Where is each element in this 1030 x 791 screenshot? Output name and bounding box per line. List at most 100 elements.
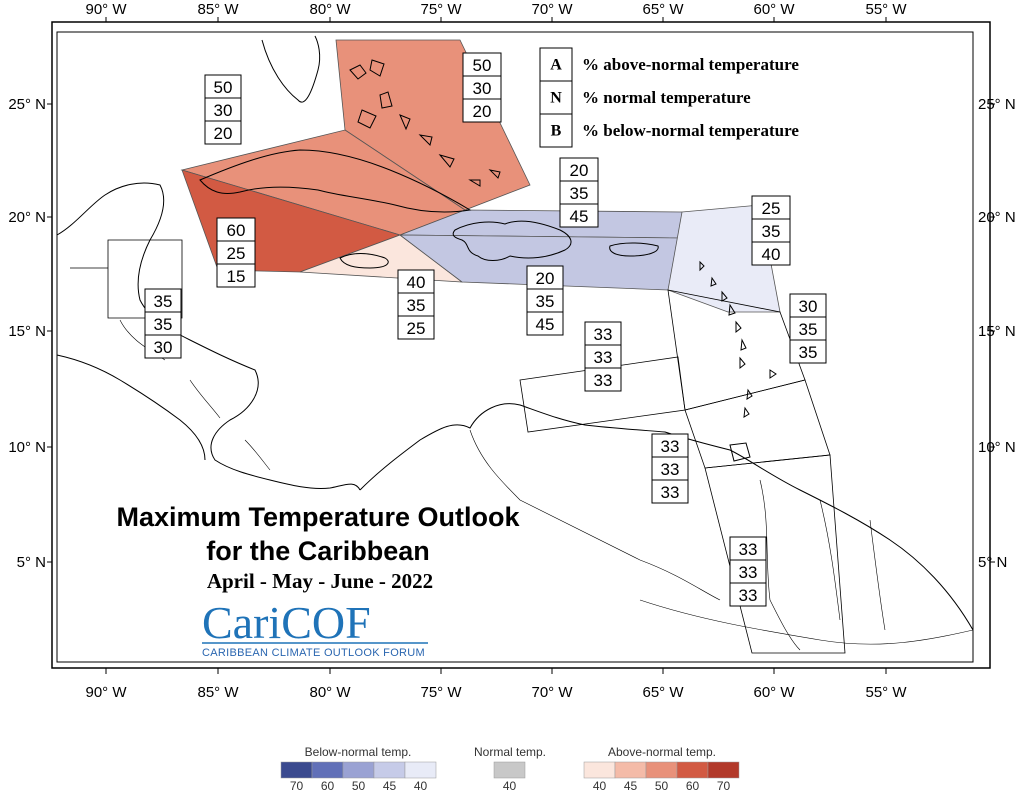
key-letter-box xyxy=(539,80,573,115)
probability-value-above: 20 xyxy=(570,161,589,180)
probability-value-above: 33 xyxy=(661,437,680,456)
probability-value-above: 33 xyxy=(739,540,758,559)
probability-cell-below xyxy=(397,315,435,340)
key-description: % normal temperature xyxy=(582,88,751,107)
longitude-tick-label: 80° W xyxy=(309,684,351,701)
probability-value-normal: 35 xyxy=(407,296,426,315)
scale-swatch xyxy=(583,761,616,779)
longitude-tick-label: 60° W xyxy=(753,1,795,18)
scale-swatch xyxy=(404,761,437,779)
probability-cell-below xyxy=(584,367,622,392)
scale-swatch xyxy=(280,761,313,779)
probability-box-hispaniola-north: 20 35 45 xyxy=(559,157,599,228)
scale-below-label: Below-normal temp. xyxy=(305,745,412,759)
latitude-tick-label: 10° N xyxy=(978,439,1016,456)
probability-value-below: 35 xyxy=(799,343,818,362)
probability-cell-below xyxy=(789,339,827,364)
probability-value-below: 30 xyxy=(154,338,173,357)
hispaniola-coast xyxy=(452,220,572,261)
latitude-ticks-right: 25° N20° N15° N10° N5° N xyxy=(978,96,1016,571)
longitude-tick-label: 75° W xyxy=(420,684,462,701)
probability-box-windward: 30 35 35 xyxy=(789,293,827,364)
probability-value-below: 33 xyxy=(594,371,613,390)
longitude-tick-label: 55° W xyxy=(865,684,907,701)
longitude-ticks-top: 90° W 85° W 80° W 75° W 70° W 65° W 60° W 55° W xyxy=(85,1,907,22)
scale-swatch-value: 60 xyxy=(686,779,700,791)
scale-swatch xyxy=(614,761,647,779)
scale-swatch-value: 40 xyxy=(503,779,517,791)
logo-wordmark: CariCOF xyxy=(202,597,371,648)
scale-swatch xyxy=(373,761,406,779)
latitude-tick-label: 25° N xyxy=(978,96,1016,113)
probability-value-below: 45 xyxy=(570,207,589,226)
longitude-ticks-bottom: 90° W 85° W 80° W 75° W 70° W 65° W 60° W 55° W xyxy=(85,668,907,701)
latitude-ticks-left: 25° N 20° N 15° N 10° N 5° N xyxy=(8,96,52,571)
probability-value-normal: 30 xyxy=(214,101,233,120)
scale-swatch xyxy=(493,761,526,779)
probability-box-hispaniola-south: 20 35 45 xyxy=(526,265,564,336)
zone-outlines xyxy=(70,239,846,654)
zone-belize-outline xyxy=(107,239,183,319)
scale-below-swatches: 70 60 50 45 40 xyxy=(280,761,437,791)
puerto-rico-coast xyxy=(609,242,659,257)
probability-value-normal: 33 xyxy=(594,348,613,367)
probability-value-normal: 30 xyxy=(473,79,492,98)
title-line2: for the Caribbean xyxy=(206,536,430,566)
probability-cell-below xyxy=(729,582,767,607)
trinidad-coast xyxy=(729,442,751,462)
map-frame xyxy=(51,21,991,669)
coastlines xyxy=(56,35,974,631)
probability-value-above: 20 xyxy=(536,269,555,288)
longitude-tick-label: 75° W xyxy=(420,1,462,18)
scale-swatch-value: 50 xyxy=(352,779,366,791)
latitude-tick-label: 15° N xyxy=(8,323,46,340)
probability-box-leeward: 25 35 40 xyxy=(751,195,791,266)
scale-swatch-value: 60 xyxy=(321,779,335,791)
jamaica-coast xyxy=(339,253,389,269)
caricof-logo: CariCOF CARIBBEAN CLIMATE OUTLOOK FORUM xyxy=(202,597,428,659)
probability-value-below: 33 xyxy=(661,483,680,502)
probability-value-below: 25 xyxy=(407,319,426,338)
scale-swatch-value: 40 xyxy=(593,779,607,791)
probability-cell-below xyxy=(462,98,502,123)
latitude-tick-label: 25° N xyxy=(8,96,46,113)
probability-box-cuba: 50 30 20 xyxy=(204,74,242,145)
probability-cell-below xyxy=(559,203,599,228)
probability-value-below: 33 xyxy=(739,586,758,605)
logo-tagline: CARIBBEAN CLIMATE OUTLOOK FORUM xyxy=(202,647,425,659)
longitude-tick-label: 55° W xyxy=(865,1,907,18)
scale-swatch-value: 40 xyxy=(414,779,428,791)
longitude-tick-label: 65° W xyxy=(642,684,684,701)
map-inner-frame xyxy=(56,31,974,663)
scale-swatch xyxy=(707,761,740,779)
scale-swatch-value: 50 xyxy=(655,779,669,791)
longitude-tick-label: 90° W xyxy=(85,684,127,701)
probability-cell-below xyxy=(216,263,256,288)
latitude-tick-label: 5° N xyxy=(17,554,46,571)
cuba-coast xyxy=(199,149,472,213)
title-period: April - May - June - 2022 xyxy=(207,569,433,593)
longitude-tick-label: 70° W xyxy=(531,1,573,18)
scale-swatch xyxy=(645,761,678,779)
probability-value-below: 20 xyxy=(214,124,233,143)
probability-value-above: 60 xyxy=(227,221,246,240)
key-letter: A xyxy=(550,57,562,74)
zone-bahamas xyxy=(335,39,531,211)
probability-value-normal: 33 xyxy=(661,460,680,479)
latitude-tick-label: 10° N xyxy=(8,439,46,456)
probability-value-normal: 33 xyxy=(739,563,758,582)
bahamas-islands xyxy=(349,59,501,187)
latitude-tick-label: 20° N xyxy=(978,209,1016,226)
probability-value-above: 50 xyxy=(214,78,233,97)
probability-box-jamaica: 40 35 25 xyxy=(397,269,435,340)
scale-swatch xyxy=(676,761,709,779)
longitude-tick-label: 60° W xyxy=(753,684,795,701)
probability-cell-below xyxy=(526,311,564,336)
scale-normal-swatches: 40 xyxy=(493,761,526,791)
probability-value-normal: 35 xyxy=(762,222,781,241)
longitude-tick-label: 85° W xyxy=(197,684,239,701)
scale-swatch xyxy=(342,761,375,779)
zone-trinidad-outline xyxy=(684,379,831,469)
probability-value-above: 50 xyxy=(473,56,492,75)
